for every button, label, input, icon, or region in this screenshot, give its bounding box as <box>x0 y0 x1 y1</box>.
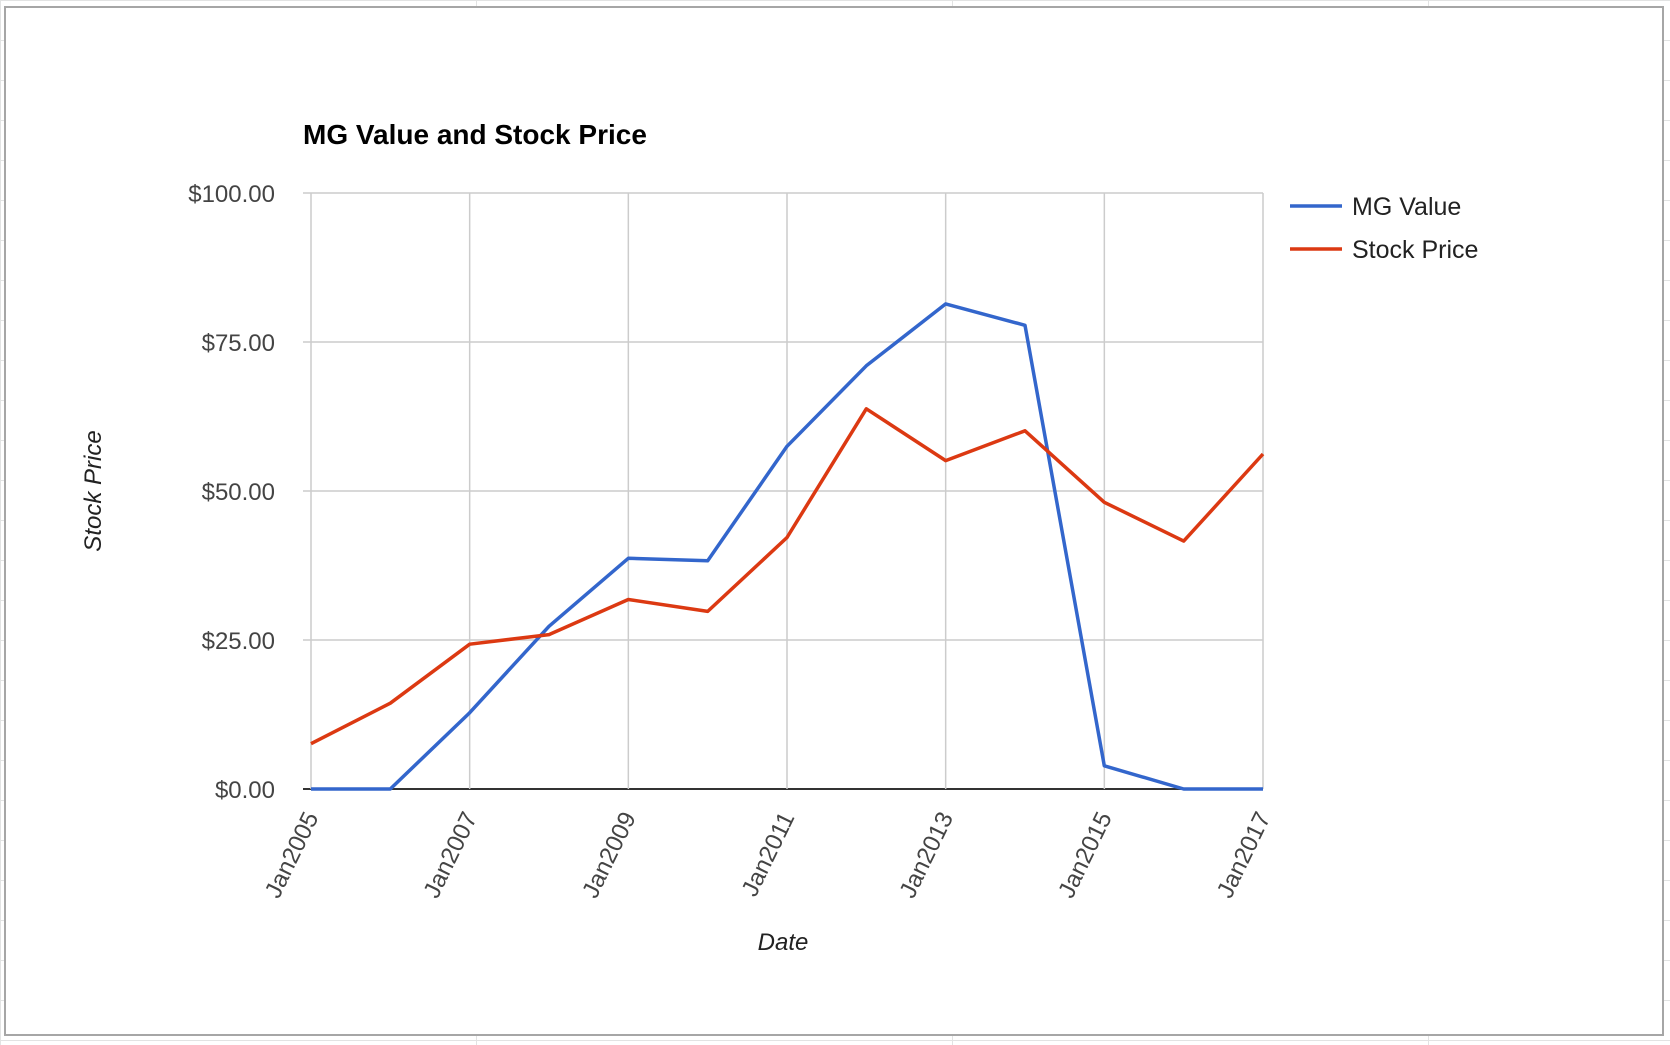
x-tick-label: Jan2015 <box>1053 808 1118 903</box>
x-tick-label: Jan2005 <box>260 808 325 903</box>
series-lines <box>310 302 1265 791</box>
x-tick-label: Jan2017 <box>1212 808 1277 903</box>
x-axis-ticks: Jan2005 Jan2007 Jan2009 Jan2011 Jan2013 Jan20… <box>260 808 1277 903</box>
chart-title: MG Value and Stock Price <box>303 119 647 150</box>
legend-label: Stock Price <box>1352 236 1478 264</box>
legend: MG Value Stock Price <box>1290 193 1478 264</box>
x-tick-label: Jan2013 <box>894 808 959 903</box>
x-tick-label: Jan2009 <box>577 808 642 903</box>
gridlines <box>303 192 1264 790</box>
y-tick-label: $75.00 <box>202 330 275 357</box>
x-axis-title: Date <box>758 929 809 956</box>
chart-container[interactable] <box>4 6 1664 1036</box>
y-axis-title: Stock Price <box>80 430 107 551</box>
y-tick-label: $50.00 <box>202 479 275 506</box>
y-tick-label: $100.00 <box>188 181 275 208</box>
y-axis-ticks: $0.00 $25.00 $50.00 $75.00 $100.00 <box>188 181 275 804</box>
x-tick-label: Jan2007 <box>418 808 483 903</box>
legend-label: MG Value <box>1352 193 1461 221</box>
series-line-mg-value <box>311 302 1263 791</box>
y-tick-label: $0.00 <box>215 777 275 804</box>
y-tick-label: $25.00 <box>202 628 275 655</box>
series-line-stock-price <box>310 407 1265 746</box>
x-tick-label: Jan2011 <box>737 808 801 901</box>
